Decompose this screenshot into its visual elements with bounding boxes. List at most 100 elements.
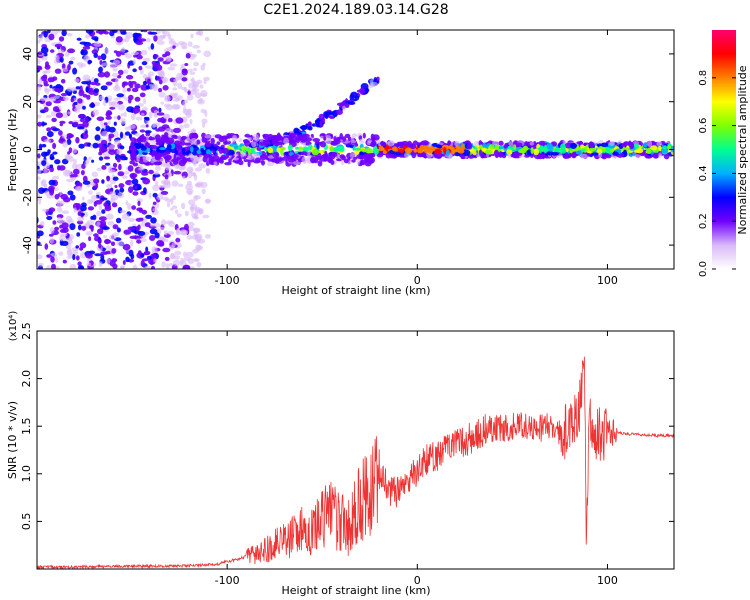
spectral-cell <box>142 155 150 163</box>
spectral-cell <box>153 222 161 228</box>
spectral-cell <box>612 151 619 156</box>
spectral-cell <box>55 257 59 264</box>
spectral-cell <box>206 149 211 155</box>
spectral-cell <box>140 112 145 117</box>
spectral-cell <box>489 144 495 150</box>
spectral-cell <box>37 40 41 44</box>
spectral-cell <box>203 76 210 82</box>
spectral-cell <box>202 214 210 219</box>
spectral-cell <box>62 134 66 139</box>
spectral-cell <box>310 156 317 164</box>
spectral-cell <box>111 248 117 254</box>
spectral-cell <box>70 56 76 61</box>
spectral-cell <box>115 217 122 224</box>
spectral-cell <box>138 186 142 190</box>
spectral-cell <box>67 133 74 138</box>
spectral-cell <box>80 134 84 139</box>
spectral-cell <box>570 143 577 149</box>
spectral-cell <box>267 147 274 154</box>
spectral-cell <box>247 136 253 141</box>
spectral-cell <box>658 152 662 159</box>
spectral-cell <box>60 193 69 200</box>
spectral-cell <box>98 156 104 161</box>
spectral-cell <box>79 85 83 93</box>
spectral-cell <box>119 131 124 139</box>
spectral-cell <box>196 49 201 54</box>
spectral-cell <box>112 263 118 269</box>
spectral-cell <box>171 158 179 163</box>
spectral-cell <box>164 151 171 155</box>
spectral-cell <box>182 251 188 258</box>
spectral-cell <box>233 157 239 161</box>
spectral-cell <box>186 235 193 240</box>
colorbar-tick-label: 0.0 <box>698 261 709 277</box>
spectral-cell <box>524 141 528 147</box>
spectral-cell <box>92 142 99 149</box>
spectral-cell <box>126 203 132 210</box>
spectral-cell <box>297 146 304 151</box>
spectral-cell <box>158 79 163 85</box>
spectral-cell <box>108 149 116 155</box>
spectral-cell <box>178 183 184 187</box>
spectral-cell <box>317 160 323 167</box>
spectral-cell <box>152 63 161 68</box>
spectral-cell <box>157 70 165 77</box>
spectral-cell <box>152 192 158 198</box>
spectral-cell <box>57 216 62 223</box>
spectral-cell <box>82 46 91 50</box>
spectral-cell <box>448 144 453 149</box>
spectral-cell <box>51 117 57 123</box>
spectral-cell <box>37 161 42 167</box>
spectral-cell <box>247 160 251 167</box>
spectral-cell <box>114 139 121 145</box>
spectral-cell <box>76 232 81 237</box>
spectral-cell <box>247 155 251 159</box>
spectral-cell <box>54 54 60 61</box>
spectral-cell <box>49 96 55 103</box>
spectral-cell <box>347 101 356 105</box>
spectral-cell <box>154 165 161 171</box>
spectral-cell <box>259 141 266 146</box>
spectral-cell <box>69 223 76 231</box>
spectral-cell <box>116 227 121 233</box>
spectral-cell <box>100 120 104 127</box>
spectral-cell <box>140 259 145 267</box>
spectral-cell <box>150 217 157 224</box>
spectral-cell <box>65 215 73 223</box>
spectral-cell <box>218 136 225 143</box>
spectral-cell <box>140 49 148 56</box>
spectral-cell <box>507 152 512 159</box>
spectral-cell <box>100 53 107 61</box>
spectral-cell <box>47 149 51 154</box>
snr-line-group <box>37 356 674 569</box>
spectral-cell <box>67 248 73 256</box>
colorbar-tick-label: 0.4 <box>698 165 709 181</box>
spectral-cell <box>144 161 152 166</box>
spectral-cell <box>38 262 44 267</box>
spectral-cell <box>43 106 49 113</box>
spectral-cell <box>129 235 138 239</box>
spectral-cell <box>167 230 174 236</box>
spectral-cell <box>205 198 211 203</box>
spectral-cell <box>67 111 71 115</box>
spectral-cell <box>117 104 125 111</box>
spectral-cell <box>162 53 167 58</box>
y-tick-label: -40 <box>21 236 34 254</box>
spectral-cell <box>149 136 153 141</box>
spectral-cell <box>176 213 182 218</box>
spectral-cell <box>87 206 94 211</box>
spectral-cell <box>37 176 41 181</box>
spectral-cell <box>150 223 155 227</box>
spectral-cell <box>125 32 134 39</box>
spectral-cell <box>350 91 358 99</box>
spectral-cell <box>47 30 51 34</box>
colorbar-tick-label: 0.6 <box>698 118 709 134</box>
spectral-cell <box>167 117 173 123</box>
spectral-cell <box>259 150 263 156</box>
spectral-cell <box>90 81 97 86</box>
spectral-cell <box>591 152 599 156</box>
spectral-cell <box>111 202 118 208</box>
spectral-cell <box>359 87 366 94</box>
spectral-cell <box>140 84 148 91</box>
spectral-cell <box>413 148 418 153</box>
